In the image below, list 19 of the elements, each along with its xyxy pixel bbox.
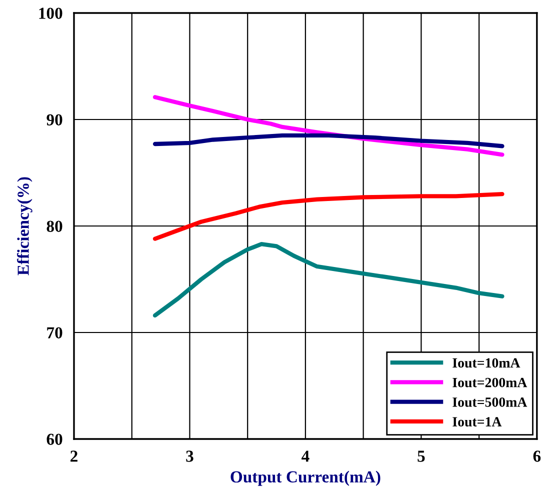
legend-label: Iout=1A: [452, 417, 502, 426]
line-series: [152, 133, 504, 148]
x-tick-label: 5: [418, 450, 425, 462]
x-tick-label: 3: [186, 450, 194, 462]
y-tick-label: 100: [39, 8, 62, 19]
x-axis-title: Output Current(mA): [230, 470, 380, 486]
x-tick-label: 2: [70, 450, 78, 462]
x-tick-label: 6: [533, 450, 541, 462]
legend-label: Iout=10mA: [452, 358, 520, 368]
x-tick-label: 4: [302, 450, 310, 462]
y-tick-label: 60: [46, 434, 62, 445]
legend-label: Iout=200mA: [452, 378, 528, 388]
y-tick-label: 90: [46, 114, 62, 126]
legend-label: Iout=500mA: [452, 397, 528, 407]
line-series: [152, 242, 504, 318]
y-tick-label: 70: [47, 327, 62, 338]
y-axis-title: Efficiency(%): [16, 177, 32, 276]
y-tick-label: 80: [46, 220, 62, 232]
line-series: [152, 192, 504, 241]
